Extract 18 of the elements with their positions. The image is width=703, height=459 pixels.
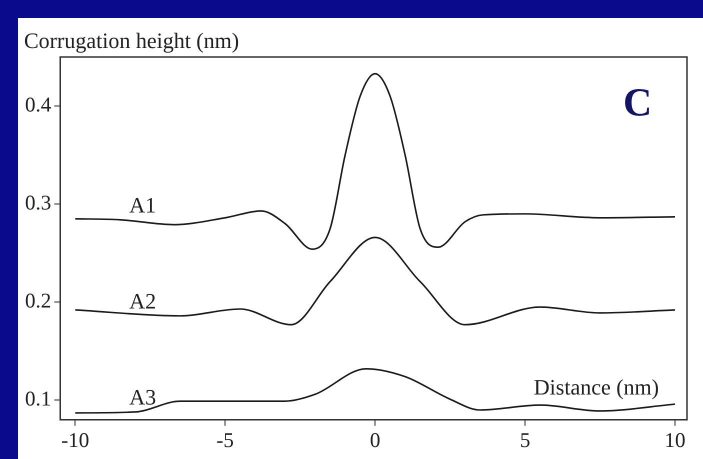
series-label: A3 bbox=[129, 384, 156, 410]
x-tick-label: 10 bbox=[664, 428, 686, 452]
y-tick-label: 0.1 bbox=[25, 386, 52, 411]
x-tick-label: -5 bbox=[216, 428, 234, 452]
x-axis-title: Distance (nm) bbox=[534, 374, 659, 400]
y-tick-label: 0.2 bbox=[25, 288, 52, 313]
y-axis-title: Corrugation height (nm) bbox=[24, 28, 240, 53]
y-tick-label: 0.4 bbox=[25, 92, 52, 117]
line-series bbox=[74, 368, 676, 414]
x-tick-label: 0 bbox=[370, 428, 380, 452]
annotation: C bbox=[623, 79, 652, 124]
series-label: A2 bbox=[129, 288, 156, 314]
y-tick-label: 0.3 bbox=[25, 190, 52, 215]
series-label: A1 bbox=[129, 192, 156, 218]
x-tick-label: 5 bbox=[520, 428, 530, 452]
x-tick-label: -10 bbox=[61, 428, 90, 452]
line-series bbox=[74, 236, 676, 326]
line-series bbox=[74, 72, 676, 250]
